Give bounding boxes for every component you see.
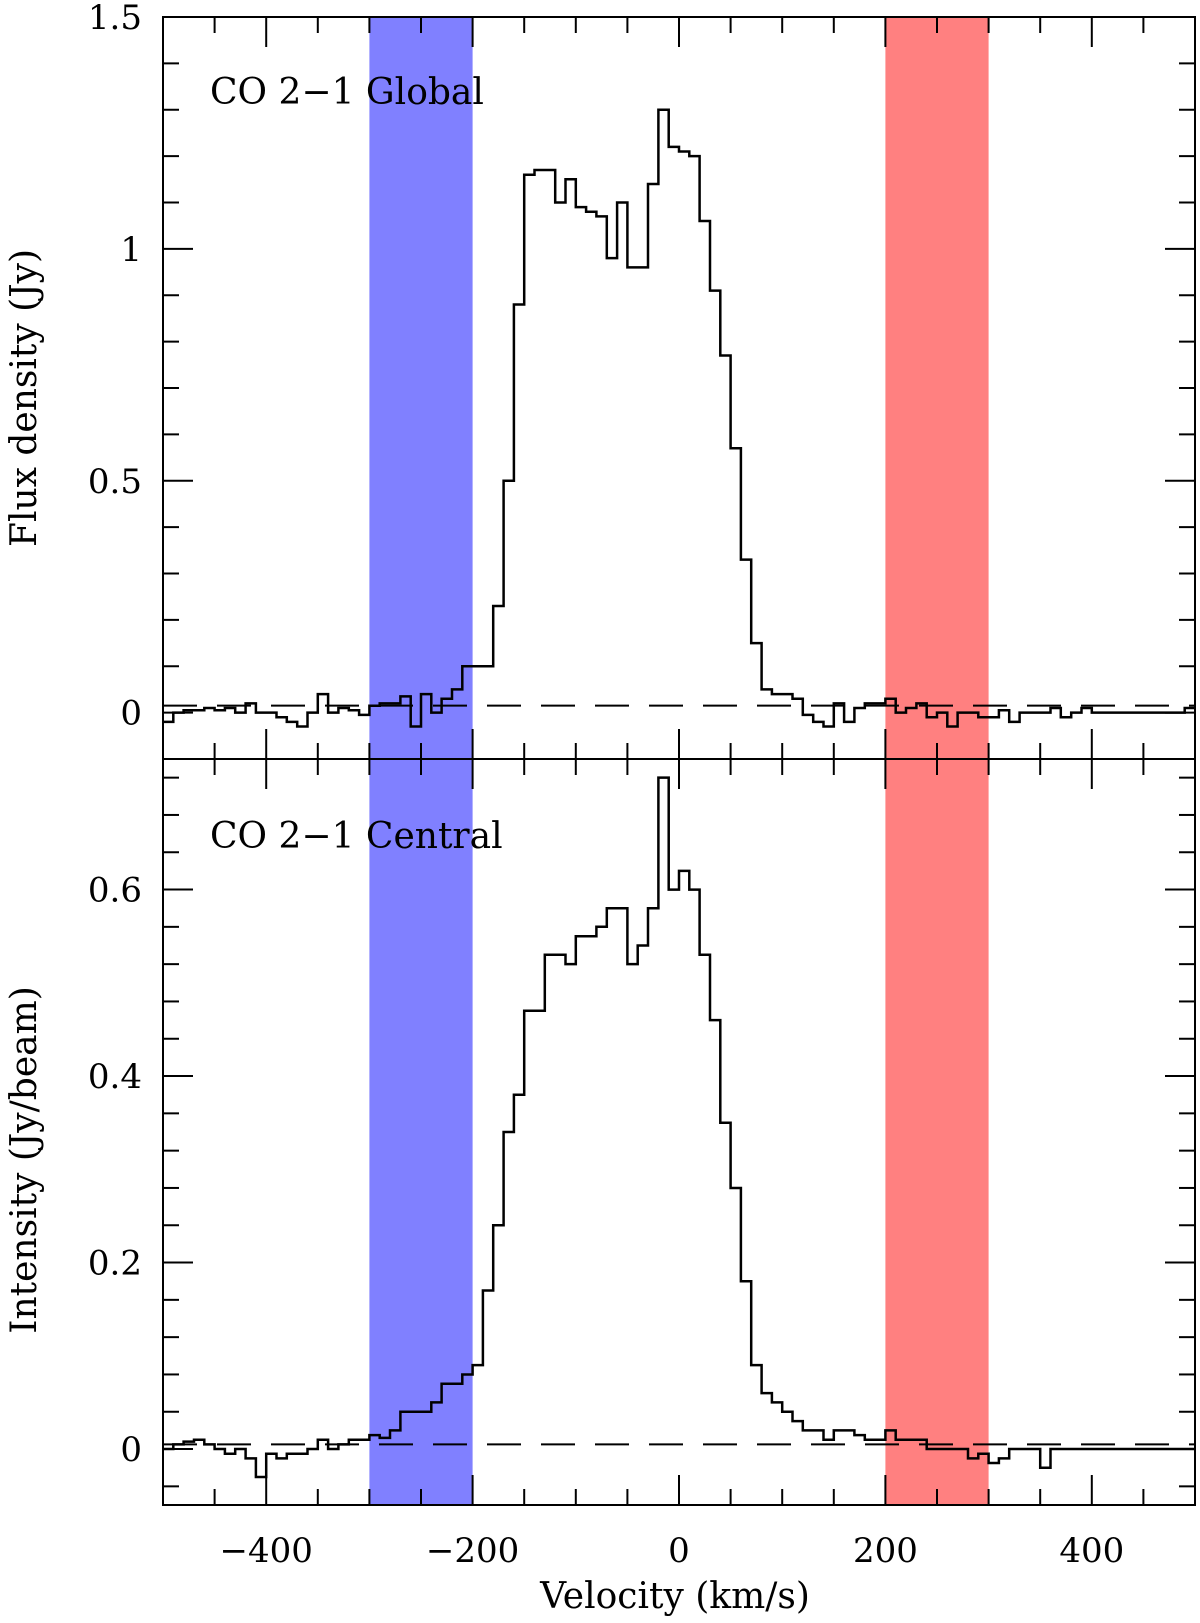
x-tick-label: 400 [1059,1531,1124,1571]
top-panel-label: CO 2−1 Global [210,72,484,113]
top-y-axis-title: Flux density (Jy) [4,249,45,547]
bottom-y-tick-label: 0 [120,1430,142,1470]
bottom-y-axis-title: Intensity (Jy/beam) [4,986,45,1334]
x-tick-label: 0 [668,1531,690,1571]
bottom-panel: 0 0.2 0.4 0.6 −400 −200 0 200 400 [88,758,1196,1571]
x-tick-label: −400 [220,1531,313,1571]
top-y-tick-label: 1.5 [88,0,142,38]
top-spectrum-line [163,108,1195,728]
bottom-y-tick-label: 0.4 [88,1057,142,1097]
bottom-spectrum-line [163,776,1195,1479]
top-y-tick-label: 0 [120,694,142,734]
x-axis-title: Velocity (km/s) [539,1576,810,1617]
bottom-y-tick-label: 0.6 [88,871,142,911]
bottom-panel-label: CO 2−1 Central [210,816,503,857]
top-panel-frame [162,16,1196,760]
x-tick-label: −200 [426,1531,519,1571]
top-panel: 0 0.5 1 1.5 [88,0,1196,760]
bottom-y-tick-label: 0.2 [88,1244,142,1284]
x-tick-label: 200 [853,1531,918,1571]
top-y-tick-label: 0.5 [88,462,142,502]
top-y-tick-label: 1 [120,230,142,270]
